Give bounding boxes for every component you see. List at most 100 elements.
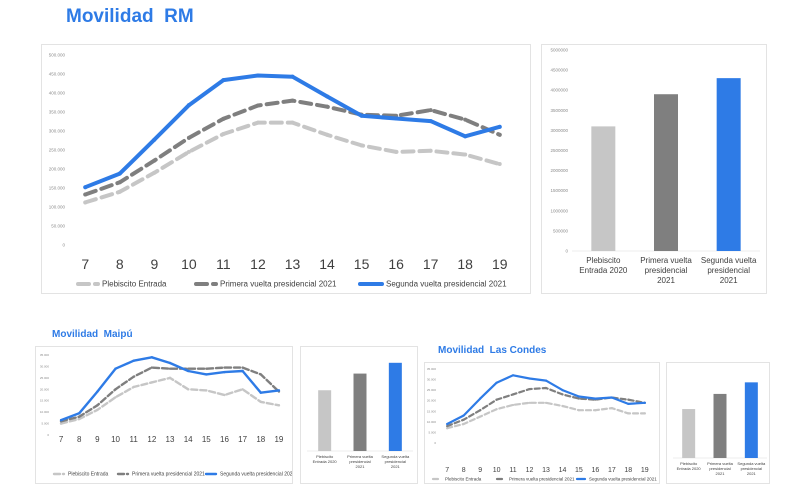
data-point bbox=[495, 408, 498, 411]
data-point bbox=[627, 412, 630, 415]
category-label: Segunda vuelta presidencial 2021 bbox=[701, 256, 757, 285]
data-point bbox=[186, 103, 191, 108]
data-point bbox=[627, 398, 630, 401]
data-point bbox=[255, 73, 260, 78]
data-point bbox=[96, 390, 99, 393]
x-tick-label: 18 bbox=[624, 467, 632, 474]
category-label-line: Entrada 2020 bbox=[579, 266, 628, 275]
category-label: Segunda vuelta presidencial 2021 bbox=[381, 454, 410, 469]
data-point bbox=[255, 120, 260, 125]
y-tick-label: 20.000 bbox=[40, 387, 50, 391]
data-point bbox=[528, 387, 531, 391]
category-label-line: presidencial bbox=[645, 266, 688, 275]
bar bbox=[388, 362, 402, 451]
y-tick-label: 5000000 bbox=[550, 48, 568, 53]
x-tick-label: 9 bbox=[95, 435, 100, 444]
x-tick-label: 17 bbox=[238, 435, 247, 444]
data-point bbox=[78, 417, 81, 421]
data-point bbox=[325, 104, 330, 109]
data-point bbox=[114, 388, 117, 391]
rm-line-chart: 0 50.000 100.000 150.000 200.000 250.000 300.0… bbox=[49, 53, 508, 289]
data-point bbox=[241, 369, 244, 373]
rm-bar-panel: 0 500000 1000000 1500000 2000000 2500000 30000… bbox=[541, 44, 767, 294]
data-point bbox=[117, 171, 122, 176]
category-label-line: Entrada 2020 bbox=[313, 459, 338, 464]
data-point bbox=[186, 388, 190, 391]
y-tick-label: 150.000 bbox=[49, 186, 66, 191]
data-point bbox=[150, 356, 154, 359]
data-point bbox=[577, 397, 581, 400]
bar bbox=[713, 393, 727, 458]
x-tick-label: 14 bbox=[319, 256, 335, 272]
category-label-line: Entrada 2020 bbox=[677, 466, 702, 471]
x-tick-label: 17 bbox=[608, 467, 616, 474]
data-point bbox=[78, 412, 81, 415]
data-point bbox=[446, 427, 449, 430]
data-point bbox=[241, 388, 244, 391]
data-point bbox=[152, 137, 157, 142]
data-point bbox=[205, 367, 208, 370]
data-point bbox=[96, 404, 99, 407]
category-label-line: Plebiscito bbox=[586, 256, 621, 265]
x-tick-label: 15 bbox=[354, 256, 370, 272]
bar bbox=[353, 373, 367, 451]
data-point bbox=[290, 120, 295, 125]
data-point bbox=[394, 116, 399, 121]
x-tick-label: 8 bbox=[462, 467, 466, 474]
category-label-line: presidencial bbox=[741, 466, 762, 471]
y-tick-label: 20.000 bbox=[427, 399, 437, 403]
maipu-line-chart: 0 5.000 10.000 15.000 20.000 25.000 30.000 35.0… bbox=[40, 353, 292, 478]
x-tick-label: 14 bbox=[559, 467, 567, 474]
x-tick-label: 14 bbox=[184, 435, 193, 444]
category-label-line: Segunda vuelta bbox=[701, 256, 757, 265]
data-point bbox=[610, 396, 613, 399]
data-point bbox=[186, 135, 191, 140]
data-point bbox=[83, 185, 88, 190]
data-point bbox=[359, 143, 364, 148]
y-tick-label: 2000000 bbox=[550, 168, 568, 173]
data-point bbox=[59, 422, 63, 425]
y-tick-label: 50.000 bbox=[51, 224, 65, 229]
data-point bbox=[259, 400, 262, 404]
series-line bbox=[446, 401, 646, 430]
x-tick-label: 8 bbox=[77, 435, 82, 444]
y-tick-label: 500.000 bbox=[49, 53, 66, 58]
legend-label: Plebiscito Entrada bbox=[445, 477, 482, 482]
x-tick-label: 13 bbox=[542, 467, 550, 474]
bar bbox=[682, 409, 696, 458]
y-tick-label: 3500000 bbox=[550, 108, 568, 113]
y-tick-label: 0 bbox=[565, 249, 568, 254]
data-point bbox=[83, 200, 88, 205]
data-point bbox=[150, 366, 154, 369]
data-point bbox=[594, 409, 597, 412]
maipu-title: Movilidad Maipú bbox=[52, 329, 133, 340]
data-point bbox=[223, 366, 226, 369]
data-point bbox=[462, 414, 465, 417]
data-point bbox=[290, 98, 295, 103]
data-point bbox=[479, 397, 482, 400]
data-point bbox=[168, 367, 172, 370]
data-point bbox=[446, 422, 449, 426]
category-label-line: Primera vuelta bbox=[640, 256, 692, 265]
category-label-line: presidencial bbox=[709, 466, 730, 471]
data-point bbox=[479, 415, 482, 418]
las-condes-title: Movilidad Las Condes bbox=[438, 345, 547, 356]
x-tick-label: 18 bbox=[457, 256, 473, 272]
y-tick-label: 100.000 bbox=[49, 205, 66, 210]
data-point bbox=[463, 152, 468, 157]
data-point bbox=[221, 78, 226, 83]
las-condes-line-panel: 0 5.000 10.000 15.000 20.000 25.000 30.000 35.0… bbox=[424, 362, 660, 484]
data-point bbox=[610, 407, 613, 410]
data-point bbox=[561, 393, 564, 396]
x-tick-label: 10 bbox=[493, 467, 501, 474]
data-point bbox=[325, 94, 330, 99]
series-line bbox=[83, 120, 502, 205]
x-tick-label: 12 bbox=[526, 467, 534, 474]
data-point bbox=[446, 424, 449, 428]
data-point bbox=[83, 192, 88, 197]
data-point bbox=[114, 396, 117, 399]
x-tick-label: 18 bbox=[256, 435, 265, 444]
data-point bbox=[511, 393, 515, 396]
y-tick-label: 200.000 bbox=[49, 167, 66, 172]
